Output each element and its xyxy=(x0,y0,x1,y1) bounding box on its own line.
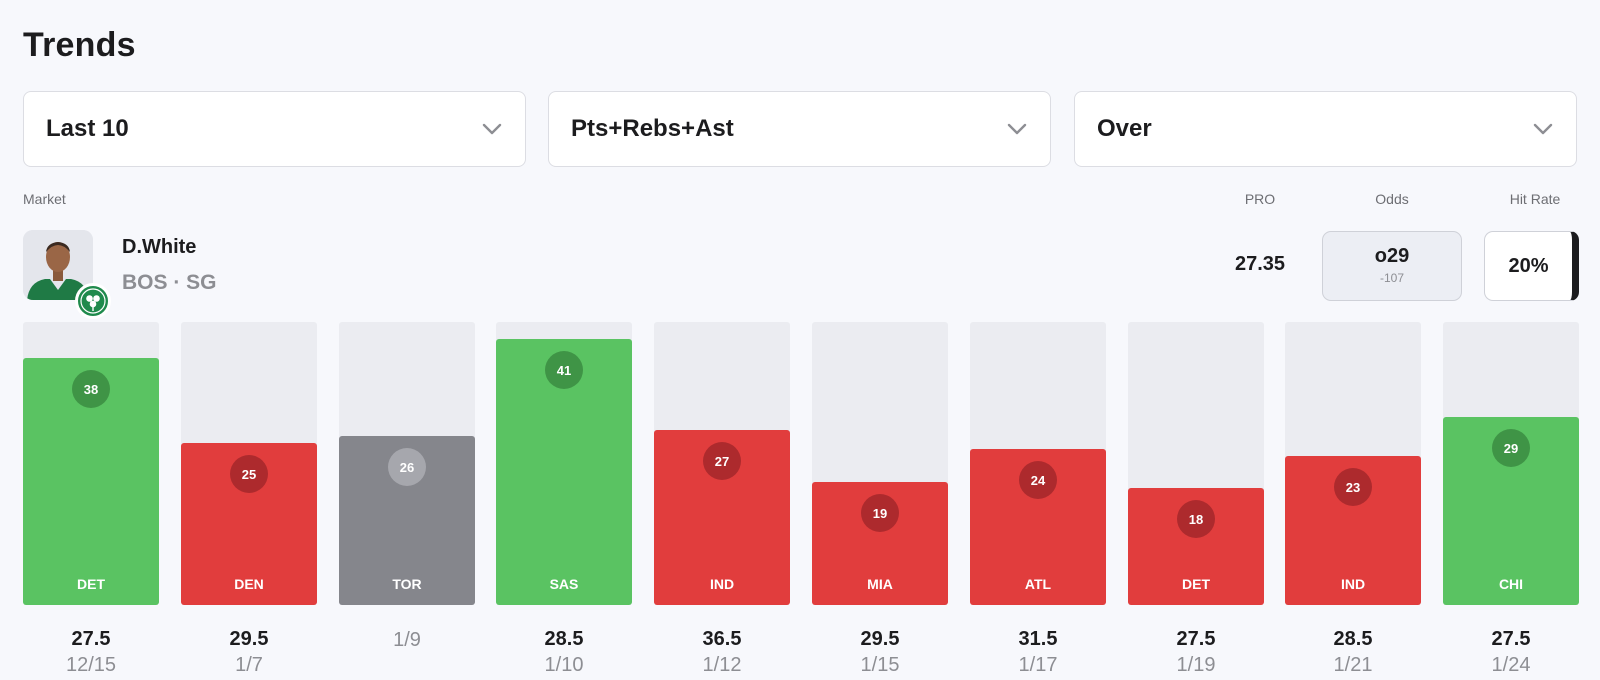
bar-value-badge: 26 xyxy=(388,448,426,486)
bar-value-badge: 19 xyxy=(861,494,899,532)
bar-value-badge: 24 xyxy=(1019,461,1057,499)
bar-slot: 18 DET xyxy=(1128,322,1264,605)
game-bar[interactable]: 27 IND xyxy=(654,430,790,605)
bar-value-badge: 27 xyxy=(703,442,741,480)
odds-header: Odds xyxy=(1375,191,1409,207)
game-bar[interactable]: 18 DET xyxy=(1128,488,1264,605)
opponent-label: IND xyxy=(1340,576,1366,592)
over-under-value: Over xyxy=(1097,115,1152,142)
game-date: 1/19 xyxy=(1176,654,1216,676)
prop-line-value: 27.5 xyxy=(71,628,111,650)
bar-value-badge: 41 xyxy=(545,351,583,389)
pro-header: PRO xyxy=(1244,191,1276,207)
game-date: 1/15 xyxy=(860,654,900,676)
pro-value: 27.35 xyxy=(1234,253,1286,275)
game-date: 1/24 xyxy=(1491,654,1531,676)
hit-rate-value: 20% xyxy=(1508,254,1549,277)
stat-type-dropdown[interactable]: Pts+Rebs+Ast xyxy=(548,91,1051,167)
bar-slot: 24 ATL xyxy=(970,322,1106,605)
avatar[interactable] xyxy=(23,230,93,300)
bar-slot: 29 CHI xyxy=(1443,322,1579,605)
opponent-label: DET xyxy=(1182,576,1210,592)
opponent-label: MIA xyxy=(867,576,893,592)
bar-slot: 25 DEN xyxy=(181,322,317,605)
bar-value-badge: 38 xyxy=(72,370,110,408)
chevron-down-icon xyxy=(482,123,502,135)
prop-line-value: 36.5 xyxy=(702,628,742,650)
game-bar[interactable]: 26 TOR xyxy=(339,436,475,605)
game-bar[interactable]: 41 SAS xyxy=(496,339,632,605)
opponent-label: DET xyxy=(77,576,105,592)
bar-value-badge: 18 xyxy=(1177,500,1215,538)
timeframe-value: Last 10 xyxy=(46,115,129,142)
over-under-dropdown[interactable]: Over xyxy=(1074,91,1577,167)
bar-slot: 41 SAS xyxy=(496,322,632,605)
game-bar[interactable]: 38 DET xyxy=(23,358,159,605)
bar-value-badge: 29 xyxy=(1492,429,1530,467)
celtics-logo-icon xyxy=(75,283,111,319)
bar-slot: 26 TOR xyxy=(339,322,475,605)
prop-line-value: 28.5 xyxy=(1333,628,1373,650)
hit-rate-badge: 20% xyxy=(1484,231,1579,301)
game-date: 1/12 xyxy=(702,654,742,676)
bar-slot: 27 IND xyxy=(654,322,790,605)
chevron-down-icon xyxy=(1007,123,1027,135)
game-bar[interactable]: 29 CHI xyxy=(1443,417,1579,605)
game-date: 1/10 xyxy=(544,654,584,676)
game-date: 1/9 xyxy=(393,629,421,651)
odds-price: -107 xyxy=(1379,271,1405,285)
timeframe-dropdown[interactable]: Last 10 xyxy=(23,91,526,167)
prop-line-value: 27.5 xyxy=(1176,628,1216,650)
bar-value-badge: 25 xyxy=(230,455,268,493)
odds-button[interactable]: o29 -107 xyxy=(1322,231,1462,301)
game-date: 1/17 xyxy=(1018,654,1058,676)
opponent-label: TOR xyxy=(392,576,422,592)
player-team-position: BOS · SG xyxy=(122,271,217,294)
prop-line-value: 29.5 xyxy=(229,628,269,650)
opponent-label: CHI xyxy=(1498,576,1524,592)
prop-line-value: 28.5 xyxy=(544,628,584,650)
player-headshot-icon xyxy=(23,230,93,300)
game-date: 1/7 xyxy=(235,654,263,676)
odds-line: o29 xyxy=(1374,245,1410,267)
game-bar[interactable]: 19 MIA xyxy=(812,482,948,605)
hit-rate-header: Hit Rate xyxy=(1509,191,1561,207)
bar-slot: 23 IND xyxy=(1285,322,1421,605)
player-name[interactable]: D.White xyxy=(122,236,197,258)
opponent-label: SAS xyxy=(549,576,579,592)
page-title: Trends xyxy=(23,26,136,64)
bar-value-badge: 23 xyxy=(1334,468,1372,506)
game-date: 1/21 xyxy=(1333,654,1373,676)
game-bar[interactable]: 25 DEN xyxy=(181,443,317,605)
game-bar[interactable]: 24 ATL xyxy=(970,449,1106,605)
bar-slot: 38 DET xyxy=(23,322,159,605)
opponent-label: ATL xyxy=(1024,576,1052,592)
market-header: Market xyxy=(23,191,66,207)
chevron-down-icon xyxy=(1533,123,1553,135)
opponent-label: DEN xyxy=(234,576,264,592)
opponent-label: IND xyxy=(709,576,735,592)
prop-line-value: 31.5 xyxy=(1018,628,1058,650)
stat-type-value: Pts+Rebs+Ast xyxy=(571,115,734,142)
prop-line-value: 27.5 xyxy=(1491,628,1531,650)
bar-slot: 19 MIA xyxy=(812,322,948,605)
prop-line-value: 29.5 xyxy=(860,628,900,650)
game-date: 12/15 xyxy=(65,654,117,676)
game-bar[interactable]: 23 IND xyxy=(1285,456,1421,605)
